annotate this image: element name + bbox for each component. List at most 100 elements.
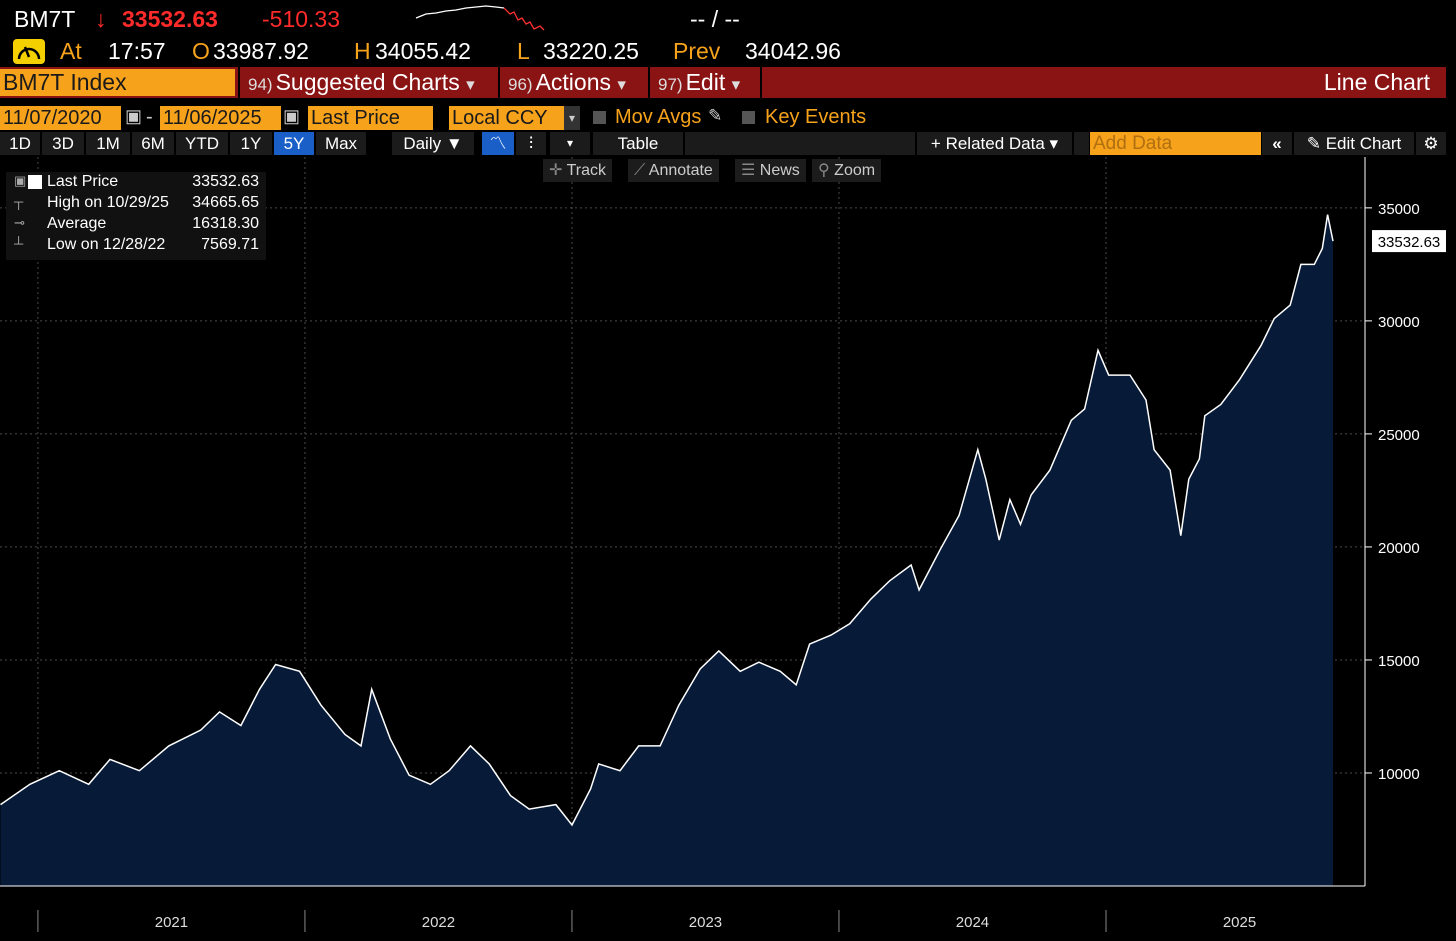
dropdown[interactable]: ▾ [550,132,590,155]
change: -510.33 [262,6,341,32]
legend-icon: ┬ [14,194,24,209]
legend-value: 33532.63 [192,173,259,190]
edit-chart[interactable]: ✎ Edit Chart [1294,132,1414,155]
end-date[interactable]: 11/06/2025 [160,106,281,130]
prev-label: Prev [673,38,721,64]
add-data[interactable]: Add Data [1090,132,1261,155]
x-tick-label: 2023 [689,914,722,931]
menu-item[interactable]: 97) Edit ▾ [648,67,743,98]
frequency-label: Daily [403,134,442,153]
pencil-icon[interactable]: ✎ [708,106,723,125]
open: 33987.92 [213,38,309,64]
menu-item[interactable]: 96) Actions ▾ [498,67,629,98]
tool-label: Track [566,162,606,179]
sparkline [415,5,545,31]
table-button[interactable]: Table [593,132,683,155]
y-tick-label: 25000 [1378,427,1420,444]
legend-label: Last Price [47,173,119,190]
range-button[interactable]: 6M [132,132,174,155]
line [0,214,1334,827]
range-button[interactable]: 1Y [230,132,272,155]
related-data[interactable]: + Related Data ▾ [917,132,1072,155]
bid-ask: -- / -- [690,6,740,32]
high-label: H [354,38,371,64]
range-button[interactable]: 5Y [274,132,314,155]
x-tick-label: 2025 [1223,914,1256,931]
low-label: L [517,38,530,64]
legend-value: 7569.71 [201,236,259,253]
menu-label: Actions [535,69,612,95]
menu-label: Edit [685,69,726,95]
x-tick-label: 2022 [422,914,455,931]
legend-label: High on 10/29/25 [47,194,169,211]
currency-select[interactable]: Local CCY [449,106,564,130]
collapse[interactable]: « [1262,132,1292,155]
tool-icon: ☰ [741,162,760,179]
area [0,214,1333,887]
legend-value: 34665.65 [192,194,259,211]
last-value-box [1372,230,1446,253]
tool-label: Annotate [648,162,713,179]
key-events[interactable]: Key Events [765,106,867,128]
open-label: O [192,38,210,64]
tool-label: Zoom [834,162,876,179]
dropdown-arrow[interactable]: ▾ [564,106,580,130]
chart-type[interactable]: Line Chart [1323,69,1430,95]
legend-value: 16318.30 [192,215,259,232]
checkbox[interactable] [742,111,755,124]
range-button[interactable]: 1D [0,132,40,155]
time: 17:57 [108,38,166,64]
menu-code: 96) [508,75,533,94]
chart-tool[interactable]: ⚲ Zoom [812,159,882,182]
legend-label: Low on 12/28/22 [47,236,166,253]
y-tick-label: 20000 [1378,540,1420,557]
y-tick-label: 30000 [1378,314,1420,331]
legend-icon: ┴ [14,236,24,251]
prev: 34042.96 [745,38,841,64]
y-tick-label: 35000 [1378,201,1420,218]
range-button[interactable]: Max [316,132,366,155]
line-icon[interactable]: 〽 [482,132,514,155]
chart-tool[interactable]: ✛ Track [543,159,612,182]
x-tick-label: 2021 [155,914,188,931]
tool-label: News [759,162,800,179]
legend-row: Average 16318.30 [47,215,259,235]
start-date[interactable]: 11/07/2020 [0,106,121,130]
legend-row: High on 10/29/25 34665.65 [47,194,259,214]
menu-item[interactable]: 94) Suggested Charts ▾ [238,67,478,98]
range-button[interactable]: YTD [176,132,228,155]
ticker-box[interactable]: BM7T Index [0,69,235,96]
last-value-label: 33532.63 [1378,234,1441,251]
chart-tool[interactable]: ⟋ Annotate [628,159,719,182]
range-button[interactable]: 3D [42,132,84,155]
chart-tool[interactable]: ☰ News [735,159,806,182]
settings[interactable]: ⚙ [1416,132,1446,155]
last-price: 33532.63 [122,6,218,32]
range-button[interactable]: 1M [86,132,130,155]
calendar-icon[interactable]: ▣ [283,106,301,126]
at-label: At [60,38,82,64]
y-tick-label: 10000 [1378,766,1420,783]
checkbox[interactable] [593,111,606,124]
frequency[interactable]: Daily ▼ [392,132,474,155]
status-icon [13,39,45,64]
tool-icon: ⚲ [818,162,835,179]
y-tick-label: 15000 [1378,653,1420,670]
menu-code: 94) [248,75,273,94]
x-tick-label: 2024 [956,914,989,931]
legend: Last Price 33532.63 ▣ High on 10/29/25 34665… [6,172,266,260]
menu-code: 97) [658,75,683,94]
legend-icon: ⊸ [14,215,25,230]
legend-label: Average [47,215,107,232]
arrow: ↓ [95,6,107,32]
tool-icon: ✛ [549,162,567,179]
symbol: BM7T [14,6,76,32]
field-select[interactable]: Last Price [308,106,433,130]
high: 34055.42 [375,38,471,64]
mov-avgs[interactable]: Mov Avgs [615,106,702,128]
calendar-icon[interactable]: ▣ [125,106,143,126]
low: 33220.25 [543,38,639,64]
bar-icon[interactable]: ⫶ [516,132,546,155]
